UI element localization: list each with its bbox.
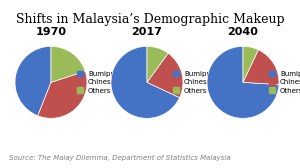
Title: 2040: 2040 bbox=[228, 27, 258, 37]
Text: Source: The Malay Dilemma, Department of Statistics Malaysia: Source: The Malay Dilemma, Department of… bbox=[9, 155, 231, 161]
Wedge shape bbox=[15, 46, 51, 116]
Legend: Bumiputera, Chinese, Others: Bumiputera, Chinese, Others bbox=[173, 71, 225, 94]
Wedge shape bbox=[147, 46, 168, 82]
Wedge shape bbox=[243, 46, 258, 82]
Wedge shape bbox=[147, 53, 183, 98]
Wedge shape bbox=[207, 46, 279, 118]
Wedge shape bbox=[243, 50, 279, 85]
Text: Shifts in Malaysia’s Demographic Makeup: Shifts in Malaysia’s Demographic Makeup bbox=[16, 13, 284, 26]
Title: 1970: 1970 bbox=[35, 27, 67, 37]
Legend: Bumiputera, Chinese, Others: Bumiputera, Chinese, Others bbox=[77, 71, 129, 94]
Wedge shape bbox=[51, 46, 85, 82]
Legend: Bumiputera, Chinese, Others: Bumiputera, Chinese, Others bbox=[269, 71, 300, 94]
Title: 2017: 2017 bbox=[132, 27, 162, 37]
Wedge shape bbox=[111, 46, 180, 118]
Wedge shape bbox=[38, 71, 87, 118]
